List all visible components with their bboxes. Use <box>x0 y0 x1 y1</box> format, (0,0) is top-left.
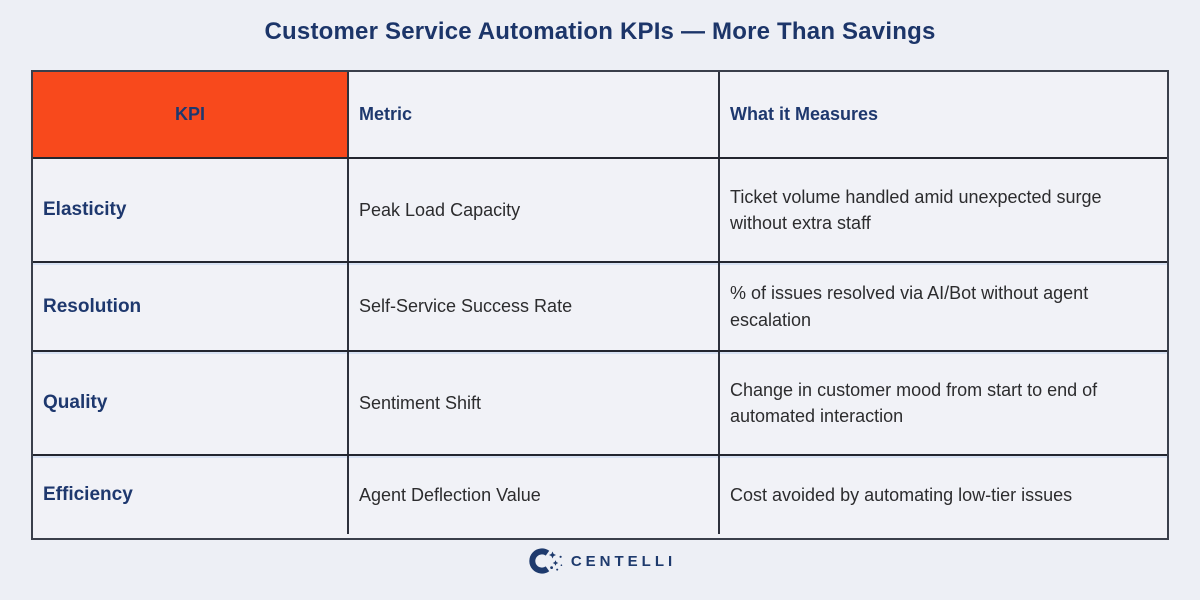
metric-value: Peak Load Capacity <box>347 159 718 261</box>
kpi-table: KPI Metric What it Measures Elasticity P… <box>31 70 1169 540</box>
table-header-row: KPI Metric What it Measures <box>33 72 1167 157</box>
brand-name: CENTELLI <box>570 552 677 570</box>
table-row: Resolution Self-Service Success Rate % o… <box>33 261 1167 350</box>
metric-value: Agent Deflection Value <box>347 456 718 534</box>
table-row: Quality Sentiment Shift Change in custom… <box>33 350 1167 454</box>
metric-value: Self-Service Success Rate <box>347 263 718 350</box>
brand-logo: CENTELLI <box>0 546 1200 576</box>
header-cell-measures: What it Measures <box>718 72 1167 157</box>
measures-value: Cost avoided by automating low-tier issu… <box>718 456 1167 534</box>
table-row: Efficiency Agent Deflection Value Cost a… <box>33 454 1167 534</box>
centelli-logo-icon <box>529 548 563 574</box>
metric-value: Sentiment Shift <box>347 352 718 454</box>
kpi-label: Resolution <box>43 295 142 317</box>
kpi-label: Elasticity <box>43 199 127 221</box>
table-row: Elasticity Peak Load Capacity Ticket vol… <box>33 157 1167 261</box>
page-title: Customer Service Automation KPIs — More … <box>264 18 936 45</box>
measures-value: Ticket volume handled amid unexpected su… <box>718 159 1167 261</box>
measures-value: % of issues resolved via AI/Bot without … <box>718 263 1167 350</box>
kpi-label: Quality <box>43 392 108 414</box>
header-cell-metric: Metric <box>347 72 718 157</box>
measures-value: Change in customer mood from start to en… <box>718 352 1167 454</box>
kpi-label: Efficiency <box>43 484 133 506</box>
header-cell-kpi: KPI <box>33 72 347 157</box>
